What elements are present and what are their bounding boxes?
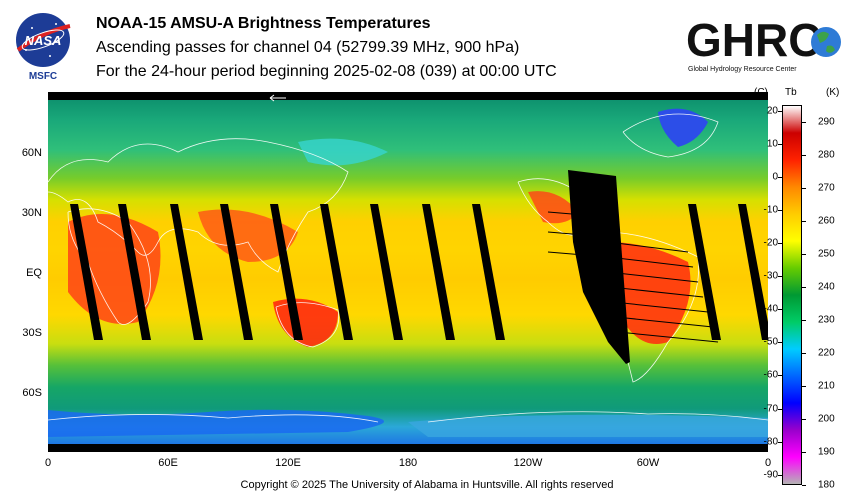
nasa-logo-text: NASA <box>25 33 62 48</box>
colorbar-kelvin-header: (K) <box>826 87 840 98</box>
colorbar-celsius-tick-mark <box>778 474 782 476</box>
brightness-temperature-map <box>48 92 768 452</box>
lat-label-eq: EQ <box>26 267 42 279</box>
orbit-gaps <box>70 170 768 364</box>
colorbar-kelvin-tick-mark <box>802 451 806 453</box>
ghrc-logo: GHRC Global Hydrology Resource Center <box>686 10 848 76</box>
colorbar-celsius-tick: 10 <box>766 138 778 150</box>
copyright-text: Copyright © 2025 The University of Alaba… <box>240 479 614 491</box>
colorbar-celsius-tick-mark <box>778 441 782 443</box>
colorbar-kelvin-tick-mark <box>802 154 806 156</box>
lat-label-30n: 30N <box>21 207 42 219</box>
lon-label-120e: 120E <box>275 457 301 469</box>
colorbar <box>782 105 802 485</box>
nasa-logo: NASA MSFC <box>12 10 74 82</box>
period-line: For the 24-hour period beginning 2025-02… <box>96 63 557 80</box>
colorbar-celsius-tick-mark <box>778 111 782 113</box>
colorbar-celsius-tick-mark <box>778 243 782 245</box>
colorbar-kelvin-tick-mark <box>802 187 806 189</box>
msfc-text: MSFC <box>29 71 57 82</box>
colorbar-kelvin-tick: 240 <box>818 281 835 293</box>
scan-line-gaps <box>547 211 719 343</box>
colorbar-kelvin-tick-mark <box>802 253 806 255</box>
colorbar-kelvin-tick: 180 <box>818 479 835 491</box>
greenland-cold-region <box>658 108 708 147</box>
colorbar-celsius-tick: 0 <box>772 171 778 183</box>
colorbar-celsius-tick-mark <box>778 144 782 146</box>
colorbar-celsius-tick-mark <box>778 309 782 311</box>
colorbar-kelvin-tick: 210 <box>818 380 835 392</box>
lat-label-30s: 30S <box>22 327 42 339</box>
colorbar-kelvin-tick: 190 <box>818 446 835 458</box>
colorbar-kelvin-tick: 260 <box>818 215 835 227</box>
colorbar-kelvin-tick-mark <box>802 385 806 387</box>
missing-data-bottom <box>48 444 768 452</box>
large-missing-swath <box>568 170 630 364</box>
colorbar-celsius-tick: -50 <box>763 336 778 348</box>
colorbar-kelvin-tick: 280 <box>818 149 835 161</box>
colorbar-kelvin-tick-mark <box>802 319 806 321</box>
colorbar-kelvin-tick-mark <box>802 352 806 354</box>
colorbar-celsius-tick: -10 <box>763 204 778 216</box>
colorbar-celsius-tick-mark <box>778 375 782 377</box>
colorbar-kelvin-tick-mark <box>802 418 806 420</box>
colorbar-kelvin-tick: 250 <box>818 248 835 260</box>
colorbar-kelvin-tick: 230 <box>818 314 835 326</box>
colorbar-tb-header: Tb <box>785 87 797 98</box>
lon-label-180: 180 <box>398 457 418 469</box>
colorbar-celsius-tick: -80 <box>763 436 778 448</box>
colorbar-kelvin-tick-mark <box>802 220 806 222</box>
colorbar-kelvin-tick: 200 <box>818 413 835 425</box>
colorbar-celsius-header: (C) <box>754 87 768 98</box>
page-title: NOAA-15 AMSU-A Brightness Temperatures <box>96 15 431 32</box>
colorbar-kelvin-tick: 270 <box>818 182 835 194</box>
colorbar-celsius-tick-mark <box>778 210 782 212</box>
colorbar-celsius-tick: -30 <box>763 270 778 282</box>
colorbar-celsius-tick: -60 <box>763 369 778 381</box>
colorbar-celsius-tick: 20 <box>766 105 778 117</box>
ghrc-logo-text: GHRC <box>686 14 821 66</box>
colorbar-kelvin-tick: 220 <box>818 347 835 359</box>
colorbar-celsius-tick: -90 <box>763 469 778 481</box>
colorbar-celsius-tick: -20 <box>763 237 778 249</box>
arrow-icon <box>269 94 286 102</box>
colorbar-celsius-tick-mark <box>778 177 782 179</box>
colorbar-kelvin-tick: 290 <box>818 116 835 128</box>
lon-label-60w: 60W <box>636 457 660 469</box>
colorbar-celsius-tick: -40 <box>763 303 778 315</box>
colorbar-kelvin-tick-mark <box>802 286 806 288</box>
lon-label-0: 0 <box>44 457 52 469</box>
page-subtitle: Ascending passes for channel 04 (52799.3… <box>96 39 520 56</box>
colorbar-kelvin-tick-mark <box>802 485 806 486</box>
colorbar-kelvin-tick-mark <box>802 121 806 123</box>
lon-label-0-end: 0 <box>764 457 772 469</box>
colorbar-celsius-tick-mark <box>778 276 782 278</box>
colorbar-celsius-tick-mark <box>778 342 782 344</box>
coastlines <box>48 113 768 423</box>
colorbar-celsius-tick-mark <box>778 408 782 410</box>
missing-data-top <box>48 92 768 100</box>
lat-label-60n: 60N <box>21 147 42 159</box>
colorbar-celsius-tick: -70 <box>763 403 778 414</box>
ghrc-logo-subtext: Global Hydrology Resource Center <box>688 66 797 73</box>
title-block: NOAA-15 AMSU-A Brightness Temperatures A… <box>96 12 557 84</box>
lon-label-60e: 60E <box>158 457 178 469</box>
lon-label-120w: 120W <box>513 457 543 469</box>
lat-label-60s: 60S <box>22 387 42 399</box>
